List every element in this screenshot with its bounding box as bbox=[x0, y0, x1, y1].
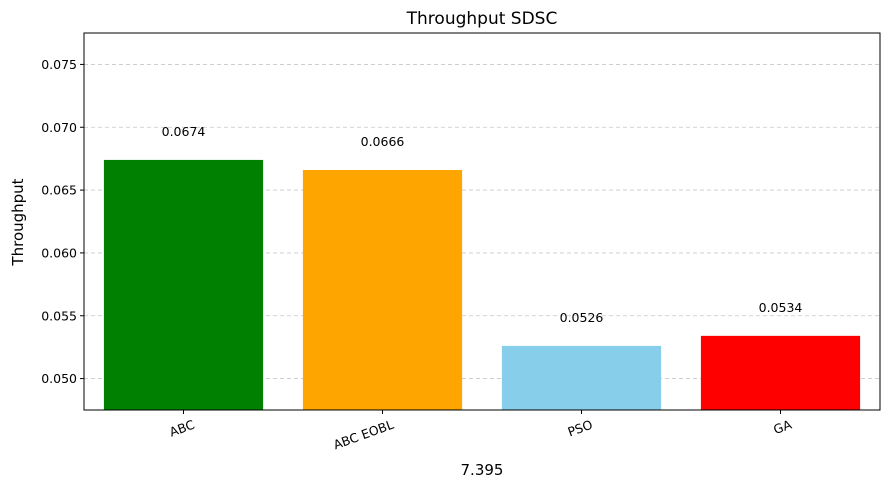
bar-ga bbox=[700, 335, 861, 410]
bar-abc bbox=[103, 159, 264, 410]
y-axis-label: Throughput bbox=[9, 178, 27, 266]
y-tick-label: 0.075 bbox=[41, 57, 77, 72]
y-tick-label: 0.050 bbox=[41, 371, 77, 386]
chart-title: Throughput SDSC bbox=[406, 9, 558, 29]
data-labels: 0.0674 0.0666 0.0526 0.0534 bbox=[162, 124, 803, 325]
bar-pso bbox=[501, 345, 662, 410]
x-tick-label: PSO bbox=[566, 417, 595, 440]
bars bbox=[103, 159, 861, 410]
y-tick-label: 0.070 bbox=[41, 120, 77, 135]
plot-frame bbox=[83, 32, 881, 411]
x-tick-label: ABC EOBL bbox=[331, 417, 395, 453]
x-axis-ticks: ABC ABC EOBL PSO GA bbox=[167, 410, 794, 452]
bar-abc-eobl bbox=[302, 169, 463, 410]
bar-value-label: 0.0674 bbox=[162, 124, 206, 139]
bar-value-label: 0.0534 bbox=[759, 300, 803, 315]
y-axis-ticks: 0.050 0.055 0.060 0.065 0.070 0.075 bbox=[41, 57, 84, 386]
x-tick-label: GA bbox=[771, 417, 794, 437]
bar-value-label: 0.0666 bbox=[361, 134, 405, 149]
y-tick-label: 0.060 bbox=[41, 245, 77, 260]
y-tick-label: 0.055 bbox=[41, 308, 77, 323]
y-tick-label: 0.065 bbox=[41, 183, 77, 198]
x-tick-label: ABC bbox=[167, 417, 196, 440]
bar-value-label: 0.0526 bbox=[560, 310, 604, 325]
x-axis-label: 7.395 bbox=[461, 461, 504, 479]
